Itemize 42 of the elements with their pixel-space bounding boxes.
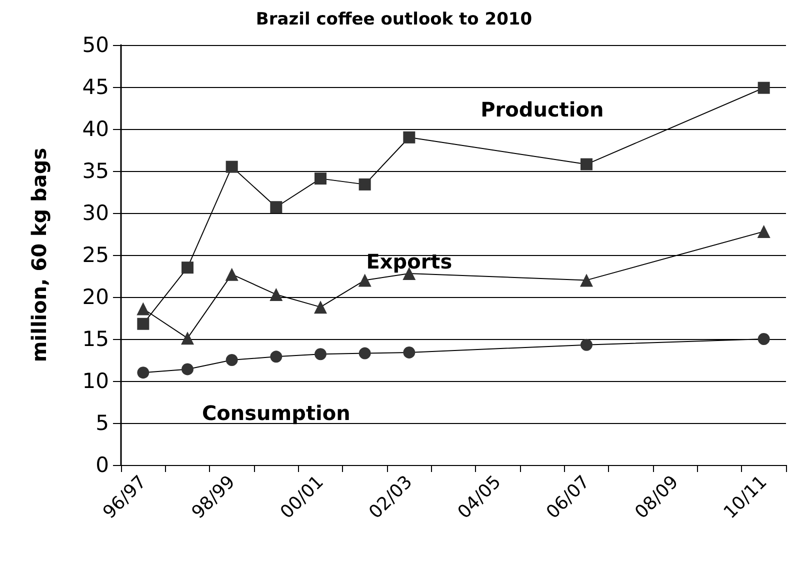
point: [758, 333, 770, 345]
y-tick-label: 35: [82, 159, 109, 183]
point: [580, 274, 593, 287]
point: [358, 347, 371, 360]
point: [314, 172, 326, 185]
point: [270, 350, 282, 363]
point: [137, 318, 150, 330]
point: [270, 201, 282, 214]
point: [314, 300, 327, 314]
point: [181, 332, 194, 345]
point: [226, 160, 238, 173]
point: [226, 354, 238, 366]
point: [580, 338, 592, 351]
point: [182, 363, 194, 376]
point: [270, 288, 283, 301]
series-label: Production: [480, 98, 604, 122]
y-axis-title: million, 60 kg bags: [27, 148, 51, 362]
point: [580, 158, 592, 170]
chart-title: Brazil coffee outlook to 2010: [256, 10, 532, 30]
y-tick-label: 25: [82, 243, 109, 267]
point: [358, 178, 371, 190]
series-label: Consumption: [202, 400, 350, 425]
y-tick-label: 50: [82, 33, 109, 57]
point: [314, 348, 326, 360]
y-tick-label: 10: [82, 369, 109, 393]
point: [758, 82, 770, 94]
point: [403, 131, 416, 144]
y-tick-label: 40: [82, 117, 109, 141]
point: [182, 262, 194, 274]
series-label: Exports: [366, 250, 452, 274]
y-tick-label: 30: [82, 201, 109, 225]
point: [136, 302, 150, 316]
y-tick-label: 20: [82, 285, 109, 309]
point: [757, 224, 770, 238]
y-tick-label: 15: [82, 327, 109, 351]
y-tick-label: 45: [82, 75, 109, 99]
point: [403, 346, 416, 358]
y-tick-label: 5: [96, 411, 109, 435]
y-tick-label: 0: [96, 453, 109, 477]
point: [225, 268, 238, 281]
point: [137, 366, 150, 379]
point: [358, 274, 372, 287]
